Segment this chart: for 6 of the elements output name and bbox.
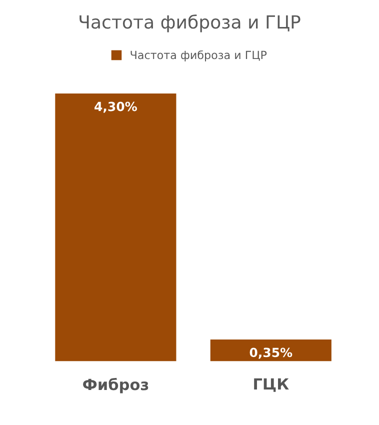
x-tick-label: ГЦК <box>254 378 289 392</box>
data-label: 4,30% <box>94 102 137 113</box>
legend-label: Частота фиброза и ГЦР <box>130 50 267 62</box>
chart-title: Частота фиброза и ГЦР <box>80 14 300 32</box>
x-tick-label: Фиброз <box>83 378 148 394</box>
data-label: 0,35% <box>250 348 292 359</box>
